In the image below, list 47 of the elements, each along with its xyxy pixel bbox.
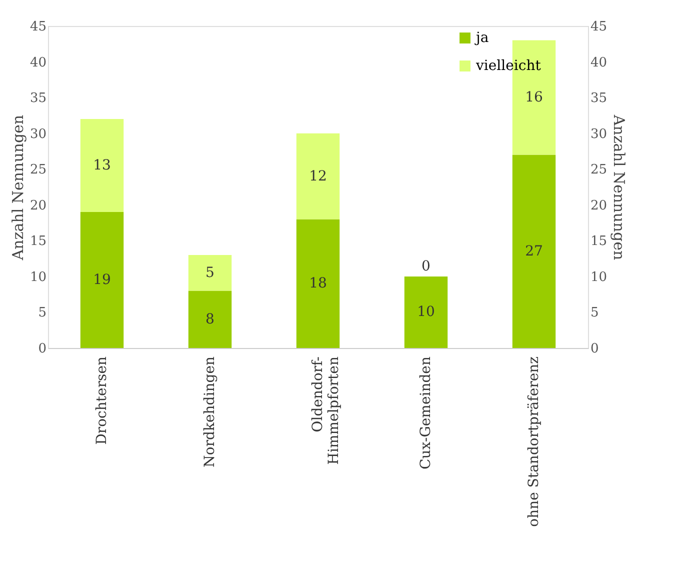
data-label: 8 <box>206 311 214 328</box>
y2-tick-label: 30 <box>590 126 608 142</box>
bar <box>188 254 232 291</box>
y2-tick-label: 5 <box>590 306 599 321</box>
data-label: 16 <box>525 90 543 106</box>
y-tick-label: 15 <box>30 234 46 250</box>
y-tick-label: 30 <box>30 126 46 142</box>
y2-tick-label: 10 <box>590 270 608 285</box>
data-label: 18 <box>309 276 327 292</box>
y2-axis-title: Anzahl Nennungen <box>610 114 628 261</box>
y-axis-title: Anzahl Nennungen <box>8 114 27 262</box>
y-tick-label: 0 <box>38 342 46 356</box>
x-tick-label: Oldendorf- Himmelpforten <box>310 356 342 465</box>
data-label: 10 <box>417 304 435 320</box>
x-tick-label: Drochtersen <box>94 356 110 445</box>
bar <box>80 119 124 212</box>
data-label: 19 <box>93 272 111 288</box>
legend-label: ja <box>474 30 489 46</box>
y-tick-label: 5 <box>38 306 46 321</box>
data-label: 12 <box>309 168 327 184</box>
x-tick-label: ohne Standortpräferenz <box>526 356 542 527</box>
y-tick-label: 40 <box>30 55 46 70</box>
y2-tick-label: 15 <box>590 234 608 250</box>
data-label: 13 <box>93 158 111 174</box>
legend-label: vielleicht <box>475 58 542 74</box>
bar <box>80 212 124 348</box>
y-tick-label: 35 <box>30 91 46 106</box>
data-label: 5 <box>206 264 214 281</box>
bar <box>296 219 340 348</box>
x-tick-label: Cux-Gemeinden <box>418 356 434 470</box>
y-tick-label: 25 <box>30 162 46 178</box>
y2-tick-label: 35 <box>590 91 608 106</box>
y2-tick-label: 45 <box>590 20 608 34</box>
y-tick-label: 20 <box>30 198 46 214</box>
y2-tick-label: 40 <box>590 55 608 70</box>
bar <box>188 290 232 348</box>
data-label: 27 <box>525 243 543 260</box>
y-tick-label: 45 <box>30 20 46 34</box>
y2-tick-label: 25 <box>590 162 608 178</box>
bar <box>404 276 448 348</box>
y-tick-label: 10 <box>30 270 46 285</box>
data-label: 0 <box>422 258 430 274</box>
y2-tick-label: 20 <box>590 198 608 214</box>
bar <box>512 154 556 348</box>
y2-tick-label: 0 <box>590 342 599 356</box>
bar <box>296 133 340 220</box>
x-tick-label: Nordkehdingen <box>202 356 218 468</box>
